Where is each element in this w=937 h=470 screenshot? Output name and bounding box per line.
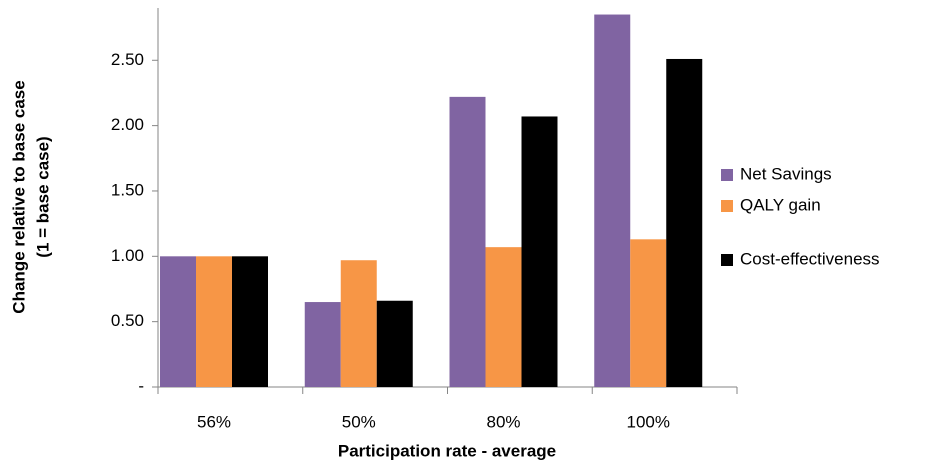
y-axis-title: (1 = base case) <box>33 136 52 257</box>
bar <box>485 247 522 387</box>
bar <box>630 239 667 387</box>
bar <box>376 300 413 387</box>
bar <box>521 116 558 387</box>
y-tick-label: - <box>138 376 144 395</box>
legend-swatch <box>721 200 733 212</box>
bar <box>196 256 232 387</box>
y-tick-label: 2.50 <box>111 50 144 69</box>
legend-label: Net Savings <box>740 164 832 183</box>
legend-label: Cost-effectiveness <box>740 249 880 268</box>
x-tick-label: 56% <box>197 412 231 431</box>
legend-swatch <box>721 254 733 266</box>
bar <box>340 260 377 387</box>
bar <box>594 14 631 387</box>
y-axis-title: Change relative to base case <box>9 80 28 313</box>
x-tick-label: 80% <box>486 412 520 431</box>
bar <box>160 256 196 387</box>
bar <box>666 58 703 387</box>
y-tick-label: 1.50 <box>111 180 144 199</box>
legend-swatch <box>721 169 733 181</box>
legend-label: QALY gain <box>740 195 821 214</box>
bar <box>449 96 486 388</box>
x-tick-label: 50% <box>342 412 376 431</box>
y-tick-label: 1.00 <box>111 246 144 265</box>
y-tick-label: 2.00 <box>111 115 144 134</box>
bar <box>304 302 341 387</box>
x-tick-label: 100% <box>627 412 670 431</box>
y-tick-label: 0.50 <box>111 311 144 330</box>
bar <box>232 256 268 387</box>
x-axis-title: Participation rate - average <box>338 441 556 460</box>
